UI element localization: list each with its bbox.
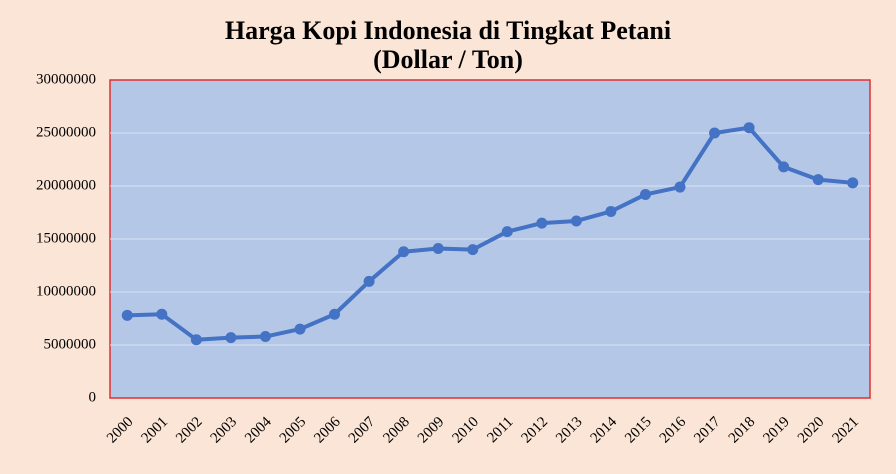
y-tick-label: 20000000 [36, 177, 96, 193]
marker [743, 122, 755, 134]
marker [363, 275, 375, 287]
y-tick-label: 10000000 [36, 283, 96, 299]
marker [156, 308, 168, 320]
marker [709, 127, 721, 139]
marker [398, 246, 410, 258]
marker [536, 217, 548, 229]
marker [847, 177, 859, 189]
chart-title: Harga Kopi Indonesia di Tingkat Petani [225, 16, 671, 45]
marker [639, 188, 651, 200]
marker [778, 161, 790, 173]
y-tick-label: 5000000 [44, 336, 97, 352]
y-tick-label: 0 [89, 389, 97, 405]
marker [812, 174, 824, 186]
marker [329, 308, 341, 320]
marker [225, 332, 237, 344]
marker [467, 244, 479, 256]
y-tick-label: 25000000 [36, 124, 96, 140]
marker [294, 323, 306, 335]
marker [570, 215, 582, 227]
marker [501, 226, 513, 238]
y-tick-label: 30000000 [36, 71, 96, 87]
marker [121, 309, 133, 321]
y-tick-label: 15000000 [36, 230, 96, 246]
marker [190, 334, 202, 346]
marker [674, 181, 686, 193]
marker [432, 243, 444, 255]
marker [605, 205, 617, 217]
marker [259, 331, 271, 343]
chart-subtitle: (Dollar / Ton) [373, 45, 523, 74]
line [127, 125, 853, 342]
